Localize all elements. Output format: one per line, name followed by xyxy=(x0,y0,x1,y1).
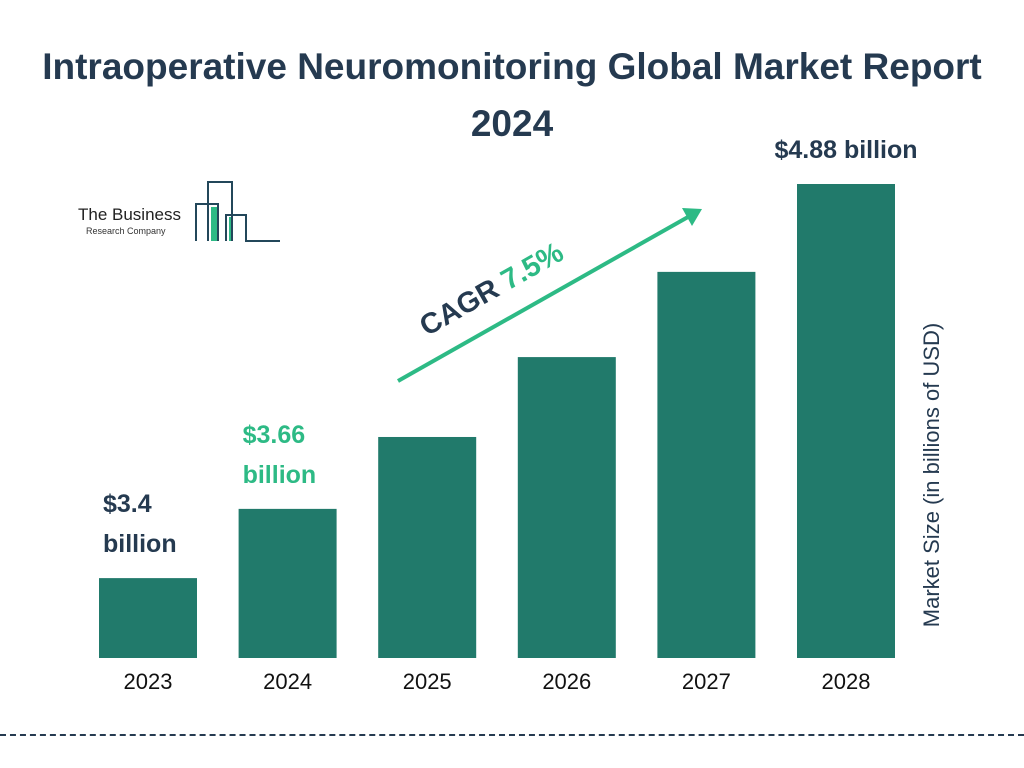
x-tick-label-2023: 2023 xyxy=(124,669,173,694)
y-axis-label: Market Size (in billions of USD) xyxy=(919,322,944,628)
bar-2023 xyxy=(99,578,197,658)
x-tick-label-2027: 2027 xyxy=(682,669,731,694)
bar-2026 xyxy=(517,357,616,658)
bar-2027 xyxy=(657,271,756,658)
logo-line2: Research Company xyxy=(86,226,166,236)
data-label-2024: billion xyxy=(243,461,317,489)
data-label-2028: $4.88 billion xyxy=(774,136,917,164)
cagr-arrow-head-icon xyxy=(682,208,702,226)
data-label-2023: $3.4 xyxy=(103,490,152,518)
data-label-2023: billion xyxy=(103,530,177,558)
cagr-arrow-line xyxy=(397,215,689,383)
bar-2024 xyxy=(238,508,337,658)
bar-2025 xyxy=(378,436,477,658)
dashed-divider xyxy=(0,734,1024,736)
logo-buildings-icon xyxy=(195,181,280,242)
x-tick-label-2025: 2025 xyxy=(403,669,452,694)
data-label-2024: $3.66 xyxy=(243,421,306,449)
x-tick-label-2026: 2026 xyxy=(542,669,591,694)
bar-2028 xyxy=(797,184,895,658)
chart-title: Intraoperative Neuromonitoring Global Ma… xyxy=(42,46,982,144)
logo-line1: The Business xyxy=(78,205,181,224)
x-tick-label-2024: 2024 xyxy=(263,669,312,694)
x-tick-label-2028: 2028 xyxy=(822,669,871,694)
